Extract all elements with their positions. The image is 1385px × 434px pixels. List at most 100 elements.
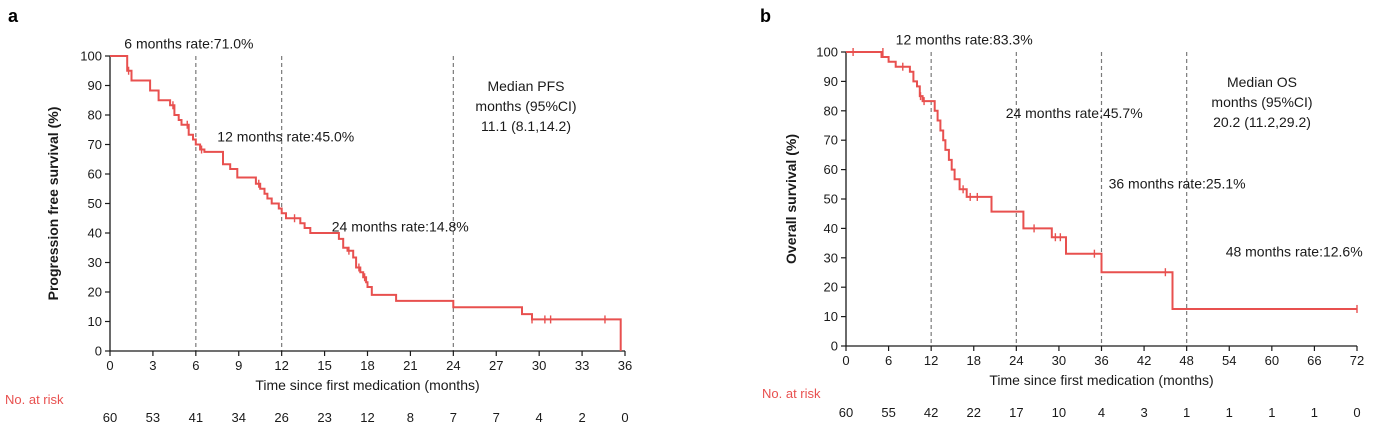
x-axis-label: Time since first medication (months): [989, 372, 1213, 388]
y-tick-label: 40: [824, 221, 838, 236]
x-tick-label: 42: [1137, 353, 1151, 368]
y-axis-label: Overall survival (%): [783, 134, 799, 264]
risk-value: 1: [1226, 405, 1233, 420]
risk-value: 4: [1098, 405, 1105, 420]
rate-annotation: 6 months rate:71.0%: [124, 36, 253, 52]
risk-value: 42: [924, 405, 938, 420]
y-axis-label: Progression free survival (%): [45, 107, 61, 301]
y-tick-label: 50: [824, 192, 838, 207]
y-tick-label: 30: [824, 250, 838, 265]
risk-value: 60: [839, 405, 853, 420]
y-tick-label: 90: [824, 74, 838, 89]
panel-label: a: [8, 6, 19, 26]
y-tick-label: 0: [831, 339, 838, 354]
risk-value: 7: [493, 410, 500, 425]
risk-value: 0: [1353, 405, 1360, 420]
risk-value: 3: [1140, 405, 1147, 420]
x-tick-label: 24: [1009, 353, 1023, 368]
panel-label: b: [760, 6, 771, 26]
risk-value: 23: [317, 410, 331, 425]
survival-curve: [110, 55, 622, 351]
y-tick-label: 100: [80, 49, 102, 64]
risk-value: 12: [360, 410, 374, 425]
y-tick-label: 80: [88, 108, 102, 123]
x-tick-label: 0: [106, 358, 113, 373]
x-tick-label: 6: [885, 353, 892, 368]
median-text: Median PFS: [487, 78, 564, 94]
risk-value: 8: [407, 410, 414, 425]
x-tick-label: 3: [149, 358, 156, 373]
rate-annotation: 36 months rate:25.1%: [1109, 176, 1246, 192]
risk-value: 10: [1052, 405, 1066, 420]
rate-annotation: 48 months rate:12.6%: [1226, 243, 1363, 259]
risk-value: 55: [881, 405, 895, 420]
y-tick-label: 30: [88, 255, 102, 270]
x-tick-label: 21: [403, 358, 417, 373]
x-tick-label: 15: [317, 358, 331, 373]
x-tick-label: 9: [235, 358, 242, 373]
risk-value: 41: [189, 410, 203, 425]
risk-table-label: No. at risk: [762, 386, 821, 401]
rate-annotation: 12 months rate:45.0%: [217, 129, 354, 145]
x-axis-label: Time since first medication (months): [255, 377, 479, 393]
risk-value: 7: [450, 410, 457, 425]
risk-value: 17: [1009, 405, 1023, 420]
x-tick-label: 18: [967, 353, 981, 368]
y-tick-label: 20: [824, 280, 838, 295]
rate-annotation: 24 months rate:14.8%: [332, 219, 469, 235]
y-tick-label: 50: [88, 196, 102, 211]
median-text: 11.1 (8.1,14.2): [481, 118, 571, 134]
risk-value: 2: [578, 410, 585, 425]
x-tick-label: 66: [1307, 353, 1321, 368]
x-tick-label: 27: [489, 358, 503, 373]
x-tick-label: 18: [360, 358, 374, 373]
x-tick-label: 33: [575, 358, 589, 373]
median-text: Median OS: [1227, 74, 1297, 90]
risk-value: 34: [232, 410, 246, 425]
y-tick-label: 70: [824, 133, 838, 148]
y-tick-label: 80: [824, 103, 838, 118]
risk-value: 53: [146, 410, 160, 425]
x-tick-label: 72: [1350, 353, 1364, 368]
risk-table-label: No. at risk: [5, 392, 64, 407]
median-text: months (95%CI): [475, 98, 576, 114]
x-tick-label: 36: [1094, 353, 1108, 368]
y-tick-label: 10: [88, 314, 102, 329]
x-tick-label: 6: [192, 358, 199, 373]
risk-value: 4: [536, 410, 543, 425]
x-tick-label: 12: [274, 358, 288, 373]
y-tick-label: 60: [824, 162, 838, 177]
median-text: months (95%CI): [1211, 94, 1312, 110]
risk-value: 1: [1311, 405, 1318, 420]
median-text: 20.2 (11.2,29.2): [1213, 114, 1311, 130]
risk-value: 0: [621, 410, 628, 425]
x-tick-label: 12: [924, 353, 938, 368]
risk-value: 26: [274, 410, 288, 425]
risk-value: 1: [1183, 405, 1190, 420]
x-tick-label: 48: [1179, 353, 1193, 368]
risk-value: 22: [967, 405, 981, 420]
x-tick-label: 30: [532, 358, 546, 373]
x-tick-label: 24: [446, 358, 460, 373]
risk-value: 60: [103, 410, 117, 425]
y-tick-label: 40: [88, 226, 102, 241]
y-tick-label: 10: [824, 309, 838, 324]
y-tick-label: 70: [88, 137, 102, 152]
survival-curve: [846, 51, 1357, 310]
y-tick-label: 0: [95, 344, 102, 359]
x-tick-label: 0: [842, 353, 849, 368]
x-tick-label: 30: [1052, 353, 1066, 368]
x-tick-label: 54: [1222, 353, 1236, 368]
x-tick-label: 36: [618, 358, 632, 373]
y-tick-label: 100: [816, 45, 838, 60]
y-tick-label: 90: [88, 78, 102, 93]
risk-value: 1: [1268, 405, 1275, 420]
rate-annotation: 24 months rate:45.7%: [1006, 105, 1143, 121]
x-tick-label: 60: [1265, 353, 1279, 368]
y-tick-label: 60: [88, 167, 102, 182]
y-tick-label: 20: [88, 285, 102, 300]
rate-annotation: 12 months rate:83.3%: [896, 32, 1033, 48]
